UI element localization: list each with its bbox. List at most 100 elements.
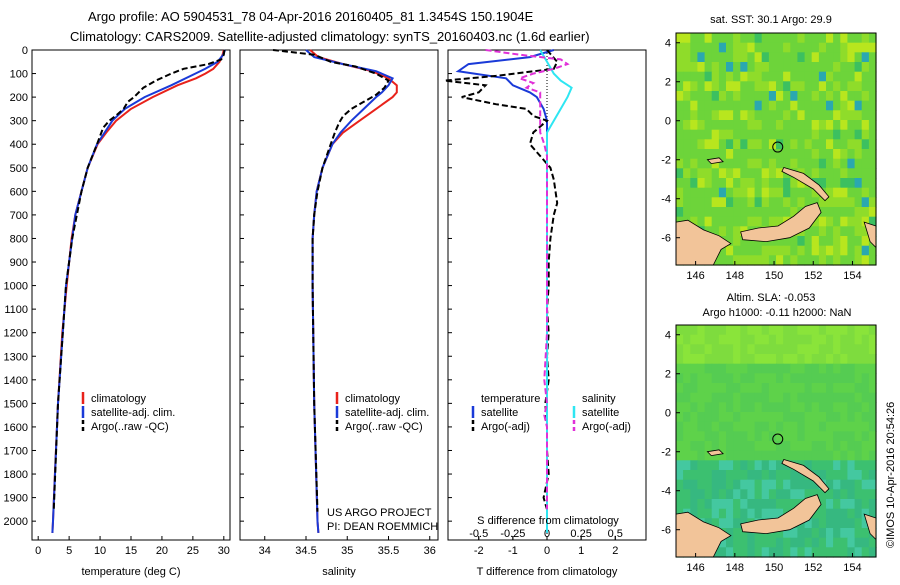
map-cell — [854, 187, 863, 198]
map-cell — [776, 149, 784, 160]
map-cell — [704, 62, 713, 73]
map-cell — [676, 421, 684, 432]
map-cell — [754, 71, 763, 82]
map-cell — [811, 537, 820, 548]
map-cell — [711, 226, 720, 237]
map-cell — [690, 42, 698, 53]
map-cell — [790, 139, 798, 150]
map-cell — [790, 149, 798, 160]
map-cell — [747, 168, 756, 179]
map-cell — [783, 392, 791, 403]
imos-watermark: ©IMOS 10-Apr-2016 20:54:26 — [885, 402, 897, 548]
map-cell — [847, 129, 856, 140]
map-cell — [704, 344, 713, 355]
map-cell — [804, 489, 813, 500]
map-cell — [726, 100, 734, 111]
map-cell — [776, 216, 784, 227]
map-cell — [840, 518, 848, 529]
map-cell — [676, 120, 684, 131]
map-cell — [776, 197, 784, 208]
figure-title-line1: Argo profile: AO 5904531_78 04-Apr-2016 … — [88, 9, 534, 24]
map-cell — [818, 412, 827, 423]
map-cell — [761, 547, 770, 558]
map-cell — [740, 178, 748, 189]
map-cell — [697, 334, 706, 345]
map-cell — [840, 158, 848, 169]
map-cell — [826, 508, 834, 519]
map-cell — [733, 226, 741, 237]
map-cell — [868, 168, 877, 179]
map-cell — [718, 129, 727, 140]
map-cell — [726, 363, 734, 374]
map-cell — [776, 421, 784, 432]
map-cell — [826, 52, 834, 63]
map-cell — [776, 470, 784, 481]
sla-map-title-line2: Argo h1000: -0.11 h2000: NaN — [702, 307, 851, 319]
map-cell — [740, 139, 748, 150]
map-cell — [740, 149, 748, 160]
map-cell — [790, 421, 798, 432]
map-cell — [840, 441, 848, 452]
map-cell — [683, 325, 691, 336]
map-cell — [811, 81, 820, 92]
map-cell — [818, 402, 827, 413]
map-cell — [768, 187, 777, 198]
map-cell — [711, 71, 720, 82]
map-cell — [861, 402, 870, 413]
map-cell — [733, 392, 741, 403]
map-cell — [840, 499, 848, 510]
map-cell — [676, 470, 684, 481]
map-cell — [847, 547, 856, 558]
map-cell — [733, 149, 741, 160]
map-cell — [697, 197, 706, 208]
map-cell — [754, 392, 763, 403]
map-cell — [697, 412, 706, 423]
map-cell — [761, 33, 770, 44]
map-cell — [768, 110, 777, 121]
map-cell — [790, 528, 798, 539]
map-cell — [733, 158, 741, 169]
s-tick-label: -0.5 — [469, 528, 488, 540]
map-cell — [754, 91, 763, 102]
map-cell — [847, 431, 856, 442]
map-cell — [783, 363, 791, 374]
map-cell — [768, 71, 777, 82]
map-cell — [818, 42, 827, 53]
depth-tick-label: 1900 — [4, 493, 28, 505]
map-cell — [711, 470, 720, 481]
map-cell — [718, 421, 727, 432]
map-cell — [697, 508, 706, 519]
map-cell — [690, 91, 698, 102]
map-cell — [740, 499, 748, 510]
map-cell — [840, 363, 848, 374]
map-cell — [718, 499, 727, 510]
map-cell — [776, 383, 784, 394]
map-cell — [768, 149, 777, 160]
map-cell — [726, 42, 734, 53]
map-cell — [761, 412, 770, 423]
map-cell — [790, 129, 798, 140]
map-cell — [704, 441, 713, 452]
map-cell — [683, 489, 691, 500]
map-cell — [776, 499, 784, 510]
map-cell — [797, 42, 806, 53]
map-cell — [804, 325, 813, 336]
map-cell — [683, 100, 691, 111]
map-cell — [704, 71, 713, 82]
map-cell — [690, 489, 698, 500]
map-cell — [754, 537, 763, 548]
map-cell — [826, 344, 834, 355]
map-cell — [776, 334, 784, 345]
map-cell — [818, 255, 827, 266]
map-cell — [811, 431, 820, 442]
map-cell — [747, 421, 756, 432]
map-cell — [847, 216, 856, 227]
map-cell — [861, 421, 870, 432]
map-x-tick-label: 150 — [765, 562, 783, 574]
s-tick-label: -0.25 — [500, 528, 525, 540]
map-cell — [861, 450, 870, 461]
map-cell — [790, 479, 798, 490]
map-cell — [854, 402, 863, 413]
map-cell — [733, 236, 741, 247]
map-cell — [683, 168, 691, 179]
